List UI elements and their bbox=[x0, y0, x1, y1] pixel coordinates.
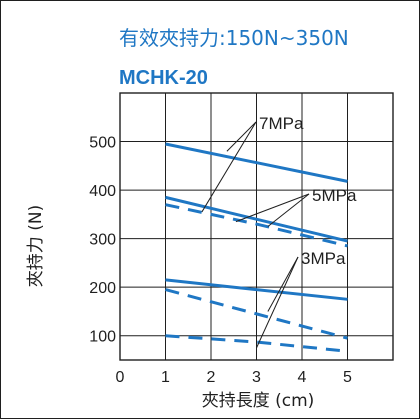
y-tick-label-400: 400 bbox=[89, 183, 116, 200]
plot-frame bbox=[119, 92, 394, 361]
axes bbox=[119, 92, 394, 361]
annotation-leader-1-1 bbox=[226, 121, 257, 152]
annotation-label-1: 7MPa bbox=[259, 114, 304, 133]
x-axis-label: 夾持長度 (cm) bbox=[202, 391, 315, 411]
series-line-3-solid bbox=[165, 195, 348, 243]
tick-labels: 0 1 2 3 4 5 100 200 300 400 500 bbox=[89, 135, 352, 386]
y-tick-label-300: 300 bbox=[89, 232, 116, 249]
x-tick-label-2: 2 bbox=[207, 369, 216, 386]
x-tick-label-0: 0 bbox=[116, 369, 125, 386]
annotation-leader-3-1 bbox=[267, 256, 299, 312]
x-tick-label-4: 4 bbox=[298, 369, 307, 386]
annotation-label-3: 3MPa bbox=[301, 249, 346, 268]
y-tick-label-100: 100 bbox=[89, 329, 116, 346]
y-tick-label-500: 500 bbox=[89, 135, 116, 152]
annotation-leader-1-2 bbox=[201, 121, 257, 213]
series-line-1-solid bbox=[165, 142, 348, 183]
annotation-leader-2-1 bbox=[267, 193, 310, 227]
y-axis-label: 夾持力 (N) bbox=[26, 205, 46, 287]
y-tick-label-200: 200 bbox=[89, 280, 116, 297]
x-tick-label-5: 5 bbox=[343, 369, 352, 386]
series-line-4-dashed bbox=[165, 288, 348, 340]
annotation-leader-3-2 bbox=[256, 256, 299, 349]
annotation-leaders: 7MPa 5MPa 3MPa bbox=[201, 114, 357, 349]
series-line-2-dashed bbox=[165, 203, 348, 248]
chart-title: 有效夾持力:150N~350N bbox=[119, 26, 349, 50]
x-tick-label-3: 3 bbox=[252, 369, 261, 386]
chart-subtitle: MCHK-20 bbox=[119, 67, 208, 89]
x-tick-label-1: 1 bbox=[161, 369, 170, 386]
series-line-6-dashed bbox=[165, 334, 348, 353]
grid bbox=[120, 93, 393, 360]
series-line-5-solid bbox=[165, 278, 348, 301]
annotation-label-2: 5MPa bbox=[312, 186, 357, 205]
series-group bbox=[165, 142, 348, 353]
annotation-leader-2-2 bbox=[235, 193, 310, 223]
